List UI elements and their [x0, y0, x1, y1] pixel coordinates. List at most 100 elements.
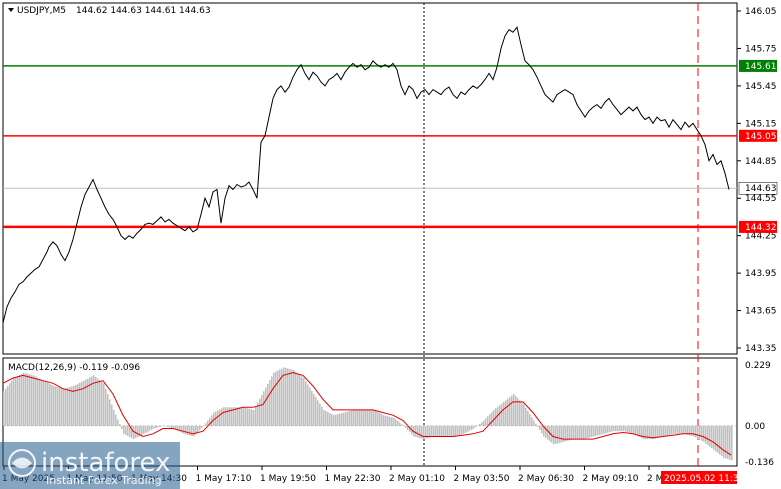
macd-histogram-bar — [571, 425, 573, 440]
macd-histogram-bar — [17, 375, 19, 426]
macd-histogram-bar — [707, 425, 709, 445]
macd-histogram-bar — [557, 425, 559, 444]
macd-histogram-bar — [57, 387, 59, 426]
macd-histogram-bar — [611, 425, 613, 432]
macd-histogram-bar — [369, 409, 371, 426]
macd-histogram-bar — [29, 374, 31, 426]
time-tick-label: 1 May 17:10 — [196, 474, 252, 484]
macd-histogram-bar — [457, 425, 459, 436]
instaforex-watermark: instaforex Instant Forex Trading — [0, 442, 180, 489]
macd-histogram-bar — [701, 425, 703, 441]
macd-histogram-bar — [593, 425, 595, 437]
macd-histogram-bar — [667, 425, 669, 436]
macd-histogram-bar — [359, 409, 361, 426]
macd-histogram-bar — [121, 425, 123, 430]
watermark-tagline: Instant Forex Trading — [46, 474, 162, 487]
macd-histogram-bar — [297, 373, 299, 426]
macd-histogram-bar — [419, 425, 421, 439]
symbol-label: USDJPY,M5 — [17, 6, 66, 16]
macd-histogram-bar — [715, 425, 717, 452]
macd-tick-label: 0.229 — [745, 361, 771, 371]
macd-histogram-bar — [569, 425, 571, 441]
macd-histogram-bar — [671, 425, 673, 435]
macd-histogram-bar — [175, 425, 177, 430]
macd-histogram-bar — [45, 381, 47, 426]
macd-histogram-bar — [645, 425, 647, 440]
macd-histogram-bar — [417, 425, 419, 438]
macd-histogram-bar — [183, 425, 185, 434]
macd-histogram-bar — [501, 403, 503, 426]
macd-histogram-bar — [323, 409, 325, 426]
macd-histogram-bar — [195, 425, 197, 435]
macd-histogram-bar — [63, 388, 65, 426]
macd-histogram-bar — [157, 425, 159, 428]
macd-histogram-bar — [599, 425, 601, 435]
macd-histogram-bar — [461, 425, 463, 435]
macd-histogram-bar — [595, 425, 597, 436]
price-panel[interactable] — [2, 2, 738, 355]
macd-histogram-bar — [269, 380, 271, 426]
macd-histogram-bar — [385, 415, 387, 426]
macd-histogram-bar — [661, 425, 663, 438]
macd-histogram-bar — [293, 370, 295, 426]
macd-histogram-bar — [575, 425, 577, 440]
red-upper-level-tag — [739, 129, 777, 142]
macd-histogram-bar — [193, 425, 195, 437]
macd-histogram-bar — [357, 409, 359, 426]
macd-histogram-bar — [505, 400, 507, 426]
macd-histogram-bar — [491, 412, 493, 426]
macd-signal-line — [2, 372, 732, 456]
chevron-down-icon[interactable] — [8, 8, 14, 12]
macd-histogram-bar — [371, 409, 373, 426]
macd-histogram-bar — [147, 425, 149, 432]
macd-histogram-bar — [547, 425, 549, 440]
macd-histogram-bar — [637, 425, 639, 436]
macd-histogram-bar — [363, 409, 365, 426]
macd-histogram-bar — [283, 367, 285, 426]
macd-histogram-bar — [489, 414, 491, 426]
macd-histogram-bar — [23, 372, 25, 426]
macd-histogram-bar — [303, 378, 305, 426]
macd-histogram-bar — [503, 401, 505, 426]
macd-histogram-bar — [487, 416, 489, 426]
time-tick-label: 2 May 06:30 — [518, 474, 574, 484]
macd-histogram-bar — [509, 397, 511, 426]
macd-histogram-bar — [639, 425, 641, 438]
macd-histogram-bar — [337, 414, 339, 426]
macd-histogram-bar — [687, 425, 689, 435]
watermark-brand: instaforex — [41, 448, 170, 478]
time-tick-label: 1 May 19:50 — [260, 474, 316, 484]
macd-histogram-bar — [605, 425, 607, 434]
macd-histogram-bar — [315, 397, 317, 426]
macd-histogram-bar — [217, 410, 219, 426]
macd-histogram-bar — [311, 390, 313, 426]
macd-histogram-bar — [585, 425, 587, 439]
macd-histogram-bar — [631, 425, 633, 434]
macd-histogram-bar — [7, 385, 9, 426]
macd-histogram-bar — [649, 425, 651, 440]
macd-histogram-bar — [161, 425, 163, 427]
macd-histogram-bar — [719, 425, 721, 455]
macd-histogram-bar — [119, 424, 121, 426]
macd-histogram-bar — [239, 407, 241, 426]
price-tick-label: 144.55 — [745, 194, 777, 204]
macd-histogram-bar — [731, 425, 733, 461]
macd-histogram-bar — [39, 378, 41, 426]
macd-histogram-bar — [115, 414, 117, 426]
macd-histogram-bar — [689, 425, 691, 436]
macd-histogram-bar — [675, 425, 677, 434]
macd-histogram-bar — [299, 374, 301, 426]
macd-histogram-bar — [641, 425, 643, 439]
macd-histogram-bar — [53, 385, 55, 426]
macd-histogram-bar — [545, 425, 547, 439]
macd-histogram-bar — [727, 425, 729, 460]
macd-histogram-bar — [553, 425, 555, 445]
macd-histogram-bar — [421, 425, 423, 439]
macd-histogram-bar — [265, 387, 267, 426]
macd-histogram-bar — [435, 425, 437, 437]
macd-histogram-bar — [473, 425, 475, 429]
macd-histogram-bar — [113, 409, 115, 426]
macd-histogram-bar — [469, 425, 471, 431]
macd-histogram-bar — [517, 398, 519, 426]
